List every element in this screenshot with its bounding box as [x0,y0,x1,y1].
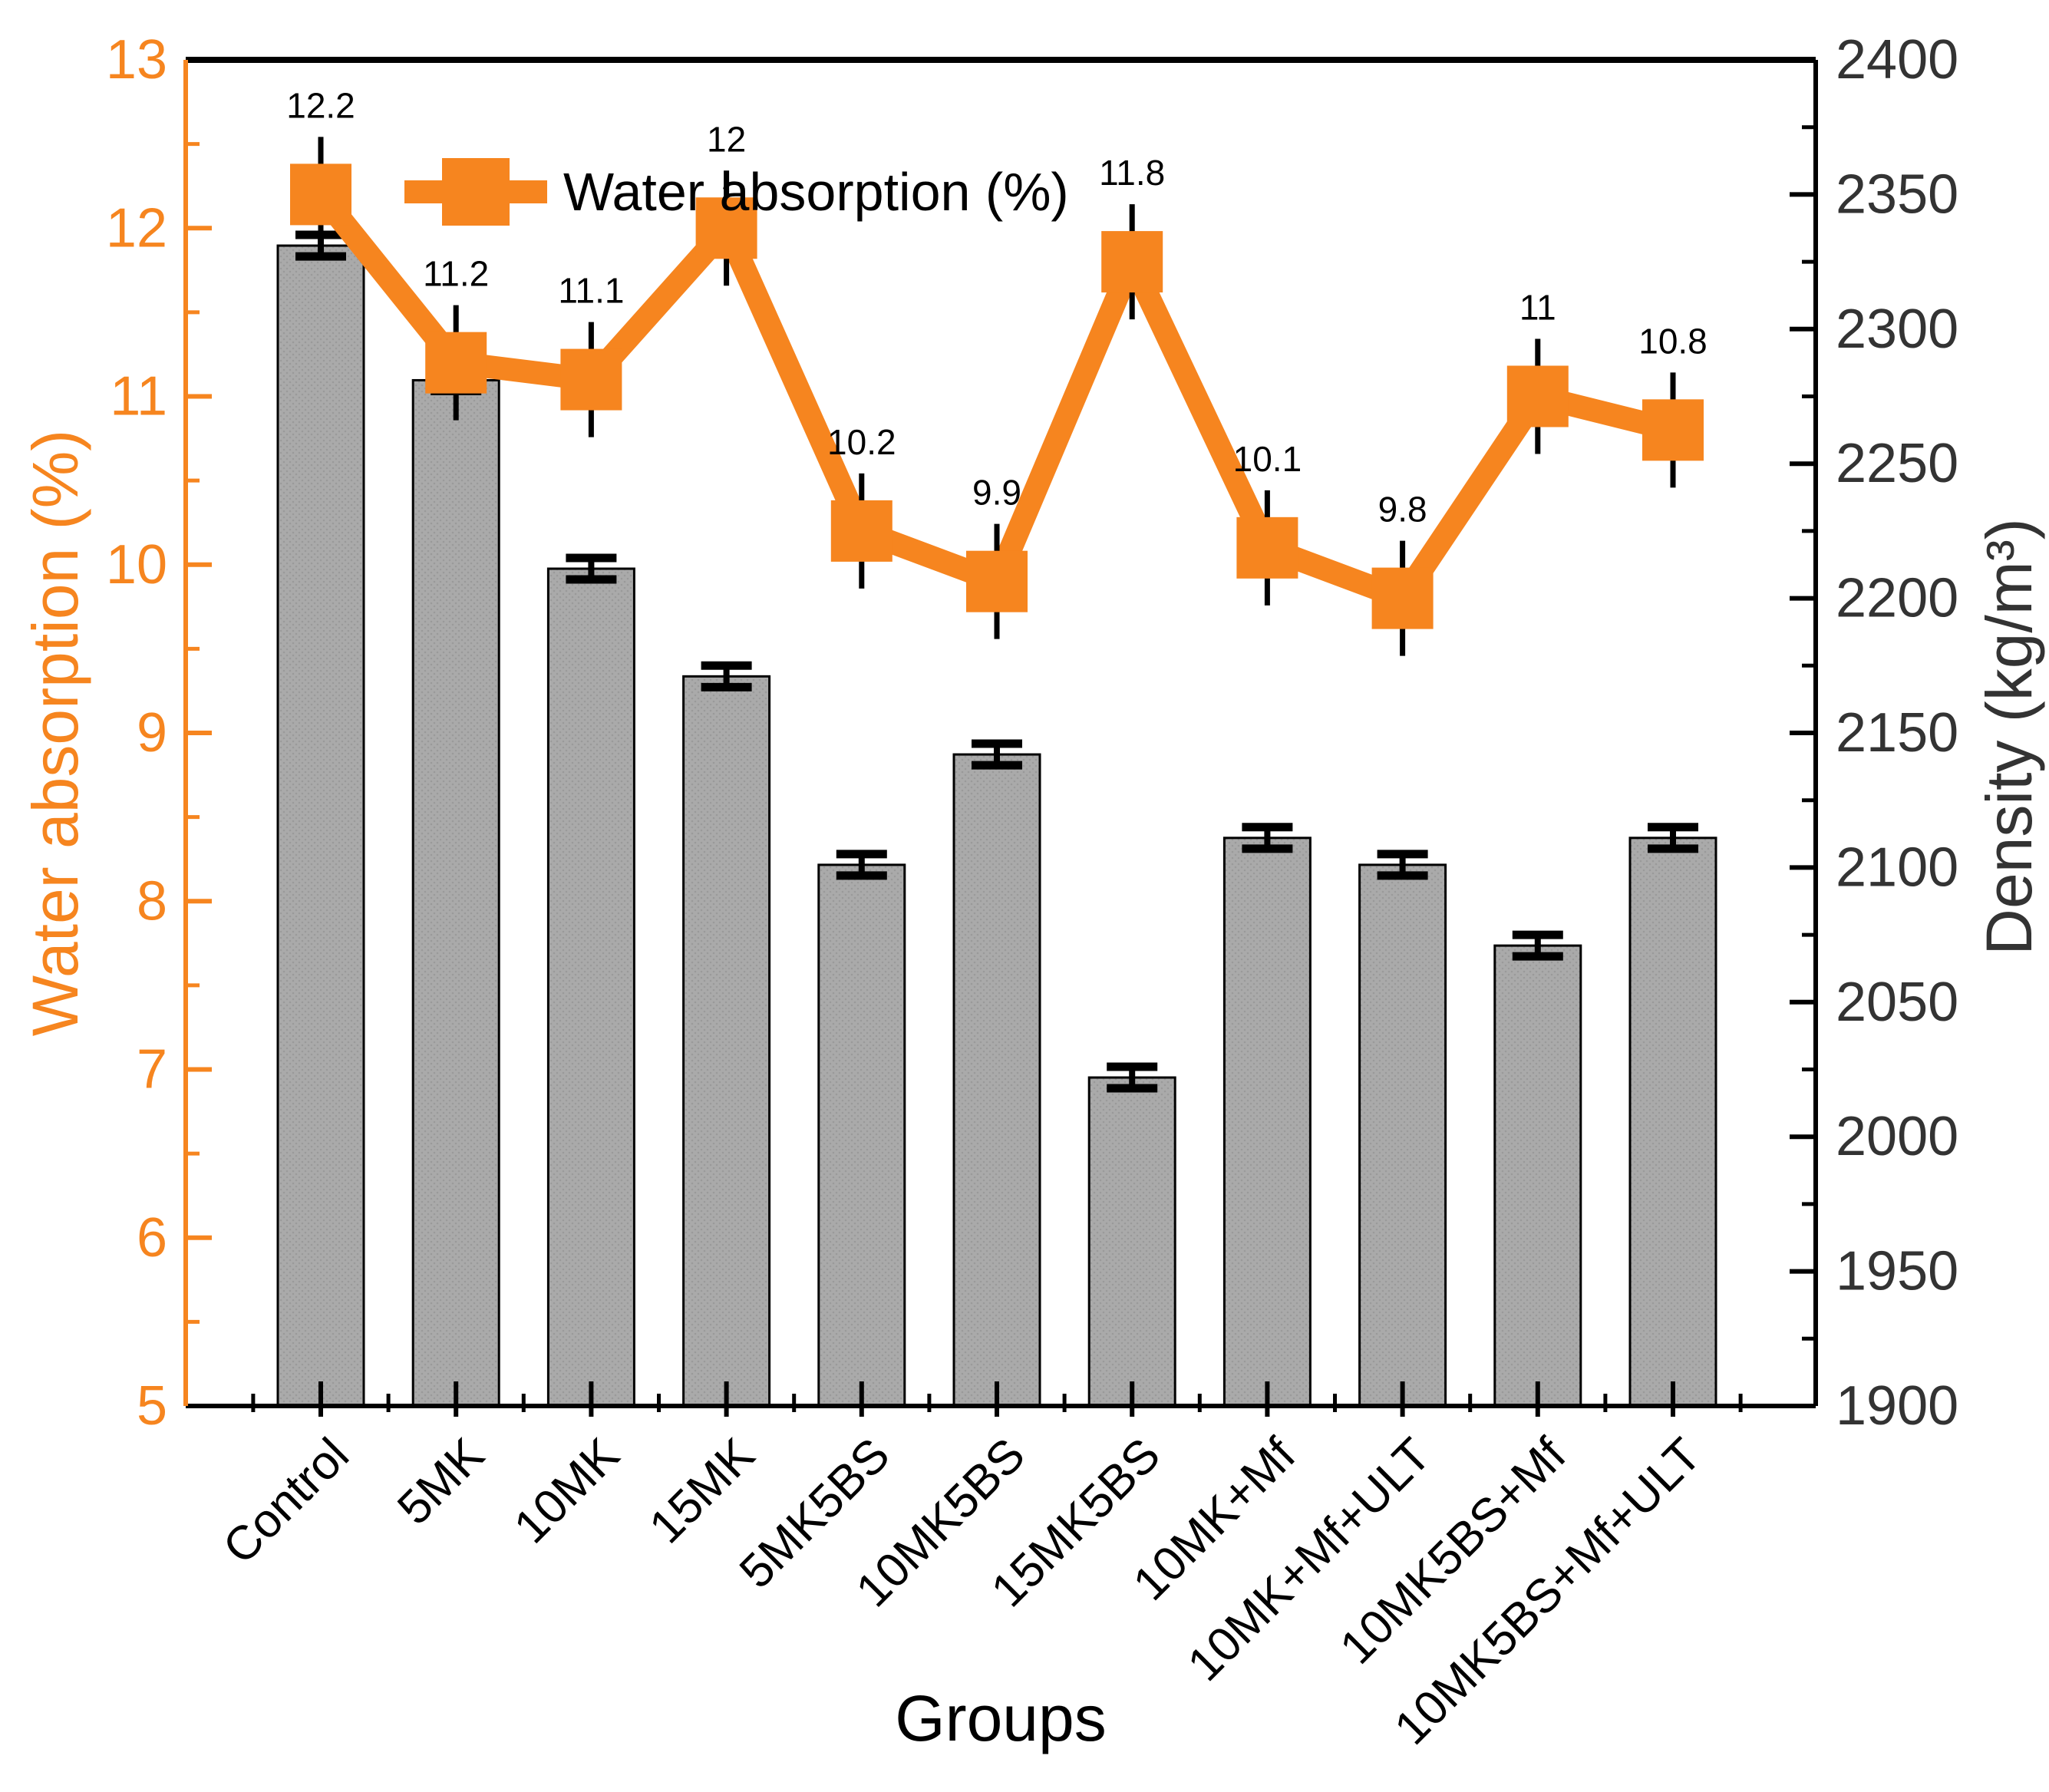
left-tick-label: 6 [137,1207,167,1269]
point-label: 9.8 [1378,490,1427,530]
right-tick-label: 1950 [1836,1241,1958,1302]
axis-tick-labels-group: 5 6 7 8 9 10 11 12 13 1900 1950 2000 2050 2100 2150 220… [106,29,1958,1437]
point-label: 11.1 [558,271,624,311]
density-bar [276,244,365,1408]
axis-ticks-group [186,58,1816,1417]
bars-group [276,244,1717,1408]
point-label: 11 [1519,288,1556,328]
left-tick-label: 12 [106,197,167,259]
point-label: 10.2 [827,422,896,462]
left-tick-label: 9 [137,702,167,764]
left-tick-label: 7 [137,1039,167,1101]
right-tick-label: 2300 [1836,299,1958,360]
point-label: 12 [707,119,746,159]
density-bar [1222,837,1312,1408]
point-label: 10.8 [1638,321,1708,361]
density-bar [952,753,1041,1408]
legend-label: Water absorption (%) [563,162,1069,222]
right-tick-label: 2050 [1836,972,1958,1033]
density-bar [1493,944,1582,1408]
x-axis-title: Groups [895,1682,1106,1754]
water-absorption-marker [290,163,351,226]
density-bar [1087,1076,1176,1408]
density-bar [817,863,906,1408]
water-absorption-marker [1371,567,1434,629]
density-bar [682,675,771,1408]
point-label: 10.1 [1233,439,1302,479]
water-absorption-marker [830,500,893,562]
water-absorption-marker [1236,516,1298,579]
right-tick-label: 1900 [1836,1375,1958,1437]
density-bar [1628,837,1717,1408]
right-tick-label: 2150 [1836,702,1958,764]
water-absorption-marker [1642,399,1704,461]
right-tick-label: 2400 [1836,29,1958,91]
point-label: 9.9 [972,473,1021,513]
right-tick-label: 2200 [1836,568,1958,629]
density-bar [411,378,500,1408]
left-tick-label: 13 [106,29,167,91]
water-absorption-marker [560,348,622,411]
category-label: 10MK [504,1428,629,1553]
point-label: 11.2 [423,254,489,294]
legend-square-marker [442,158,510,226]
left-tick-label: 5 [137,1375,167,1437]
density-bar [1358,863,1447,1408]
water-absorption-marker [1506,365,1569,427]
line-markers-group [290,163,1704,629]
category-label: Control [213,1428,359,1574]
water-absorption-marker [966,550,1028,612]
point-label: 12.2 [286,85,355,125]
category-label: 5MK [388,1428,494,1535]
water-absorption-marker [1101,231,1163,293]
right-axis-title: Density (kg/m³) [1973,518,2045,955]
water-absorption-marker [695,197,757,259]
category-label: 15MK [639,1428,764,1553]
legend: Water absorption (%) [404,158,1069,226]
plot-frame [183,57,1818,1408]
right-tick-label: 2250 [1836,433,1958,494]
density-bar [546,567,635,1408]
category-label: 10MK+Mf+ULT [1178,1428,1441,1691]
right-tick-label: 2100 [1836,837,1958,898]
left-tick-label: 11 [110,366,167,427]
right-tick-label: 2000 [1836,1106,1958,1167]
point-labels-group: 12.2 11.2 11.1 12 10.2 9.9 11.8 10.1 9.8 11 10.8 [286,85,1708,529]
water-absorption-marker [425,332,487,394]
left-tick-label: 10 [106,534,167,596]
left-axis-title: Water absorption (%) [19,430,91,1037]
point-label: 11.8 [1099,153,1165,193]
right-tick-label: 2350 [1836,163,1958,225]
left-tick-label: 8 [137,870,167,932]
